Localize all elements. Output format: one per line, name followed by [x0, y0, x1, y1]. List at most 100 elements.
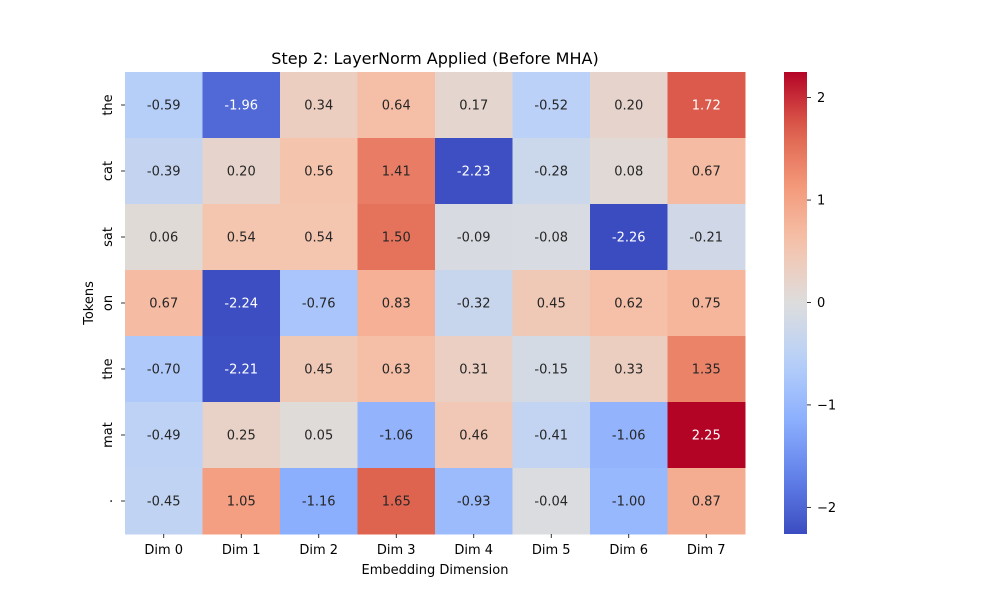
- cell-value-label: -2.21: [224, 363, 258, 378]
- heatmap-cell: [125, 204, 203, 271]
- colorbar-tick-label: 2: [817, 91, 825, 106]
- heatmap-cell: [357, 336, 436, 403]
- x-tick-label: Dim 1: [222, 543, 261, 558]
- cell-value-label: 0.45: [537, 297, 566, 312]
- cell-value-label: -1.96: [224, 99, 258, 114]
- heatmap-cell: [280, 72, 358, 139]
- heatmap-cell: [667, 402, 746, 469]
- cell-value-label: -0.49: [147, 429, 181, 444]
- y-tick-label: the: [101, 358, 116, 379]
- heatmap-cell: [667, 72, 746, 139]
- cell-value-label: -0.59: [147, 99, 181, 114]
- heatmap-cell: [125, 138, 203, 205]
- heatmap-cell: [202, 72, 281, 139]
- cell-value-label: 0.20: [227, 165, 256, 180]
- x-tick-label: Dim 0: [144, 543, 183, 558]
- cell-value-label: 0.83: [382, 297, 411, 312]
- cell-value-label: 0.64: [382, 99, 411, 114]
- heatmap-cell: [202, 336, 281, 403]
- x-tick-label: Dim 4: [454, 543, 493, 558]
- x-tick-label: Dim 2: [299, 543, 338, 558]
- x-tick-label: Dim 3: [377, 543, 416, 558]
- cell-value-label: -1.06: [612, 429, 646, 444]
- cell-value-label: 0.33: [614, 363, 643, 378]
- cell-value-label: 0.63: [382, 363, 411, 378]
- cell-value-label: -0.28: [534, 165, 568, 180]
- heatmap-cell: [667, 204, 746, 271]
- heatmap-cell: [435, 468, 513, 535]
- colorbar-tick-label: −1: [817, 398, 836, 413]
- cell-value-label: 0.54: [304, 231, 333, 246]
- cell-value-label: 0.75: [692, 297, 721, 312]
- heatmap-cell: [512, 468, 591, 535]
- cell-value-label: 1.41: [382, 165, 411, 180]
- y-tick-label: cat: [101, 161, 116, 181]
- y-tick-label: sat: [101, 227, 116, 247]
- heatmap-cell: [590, 138, 668, 205]
- cell-value-label: 1.72: [692, 99, 721, 114]
- heatmap-cell: [357, 138, 436, 205]
- heatmap-cells: -0.59 -1.96 0.34 0.64 0.17 -0.52 0.20 1.72 -0.39…: [125, 72, 746, 535]
- heatmap-cell: [435, 402, 513, 469]
- heatmap-cell: [357, 72, 436, 139]
- cell-value-label: -0.45: [147, 495, 181, 510]
- cell-value-label: 0.25: [227, 429, 256, 444]
- heatmap-cell: [357, 204, 436, 271]
- colorbar-tick-label: 0: [817, 296, 825, 311]
- cell-value-label: -0.08: [534, 231, 568, 246]
- cell-value-label: 0.56: [304, 165, 333, 180]
- colorbar-ticks: 2 1 0 −1 −2: [807, 91, 836, 516]
- cell-value-label: -0.15: [534, 363, 568, 378]
- cell-value-label: -1.00: [612, 495, 646, 510]
- heatmap-cell: [202, 468, 281, 535]
- cell-value-label: 0.87: [692, 495, 721, 510]
- heatmap-cell: [667, 138, 746, 205]
- x-tick-label: Dim 7: [687, 543, 726, 558]
- cell-value-label: -0.04: [534, 495, 568, 510]
- cell-value-label: 1.50: [382, 231, 411, 246]
- heatmap-cell: [202, 204, 281, 271]
- heatmap-cell: [435, 138, 513, 205]
- heatmap-cell: [125, 336, 203, 403]
- heatmap-cell: [512, 138, 591, 205]
- heatmap-cell: [202, 138, 281, 205]
- cell-value-label: 0.08: [614, 165, 643, 180]
- heatmap-cell: [202, 270, 281, 337]
- cell-value-label: -0.09: [457, 231, 491, 246]
- heatmap-cell: [512, 402, 591, 469]
- cell-value-label: 0.54: [227, 231, 256, 246]
- heatmap-cell: [512, 72, 591, 139]
- cell-value-label: 1.35: [692, 363, 721, 378]
- y-tick-label: on: [101, 295, 116, 311]
- y-axis-label: Tokens: [82, 281, 97, 326]
- heatmap-cell: [202, 402, 281, 469]
- x-tick-label: Dim 6: [609, 543, 648, 558]
- x-tick-label: Dim 5: [532, 543, 571, 558]
- heatmap-cell: [435, 336, 513, 403]
- heatmap-cell: [357, 402, 436, 469]
- heatmap-cell: [512, 336, 591, 403]
- cell-value-label: -2.26: [612, 231, 646, 246]
- colorbar-tick-label: −2: [817, 501, 836, 516]
- heatmap-cell: [667, 468, 746, 535]
- cell-value-label: -1.06: [379, 429, 413, 444]
- cell-value-label: 0.17: [459, 99, 488, 114]
- cell-value-label: -0.93: [457, 495, 491, 510]
- heatmap-cell: [280, 204, 358, 271]
- cell-value-label: 0.34: [304, 99, 333, 114]
- heatmap-cell: [280, 402, 358, 469]
- heatmap-cell: [435, 72, 513, 139]
- heatmap-cell: [435, 204, 513, 271]
- colorbar-tick-label: 1: [817, 194, 825, 209]
- heatmap-cell: [667, 336, 746, 403]
- y-tick-label: the: [101, 94, 116, 115]
- cell-value-label: -0.39: [147, 165, 181, 180]
- cell-value-label: 1.65: [382, 495, 411, 510]
- cell-value-label: -0.52: [534, 99, 568, 114]
- x-axis-ticks: Dim 0 Dim 1 Dim 2 Dim 3 Dim 4 Dim 5 Dim 6 Dim 7: [144, 534, 726, 558]
- cell-value-label: -0.41: [534, 429, 568, 444]
- cell-value-label: 0.06: [149, 231, 178, 246]
- heatmap-cell: [357, 270, 436, 337]
- cell-value-label: 0.67: [149, 297, 178, 312]
